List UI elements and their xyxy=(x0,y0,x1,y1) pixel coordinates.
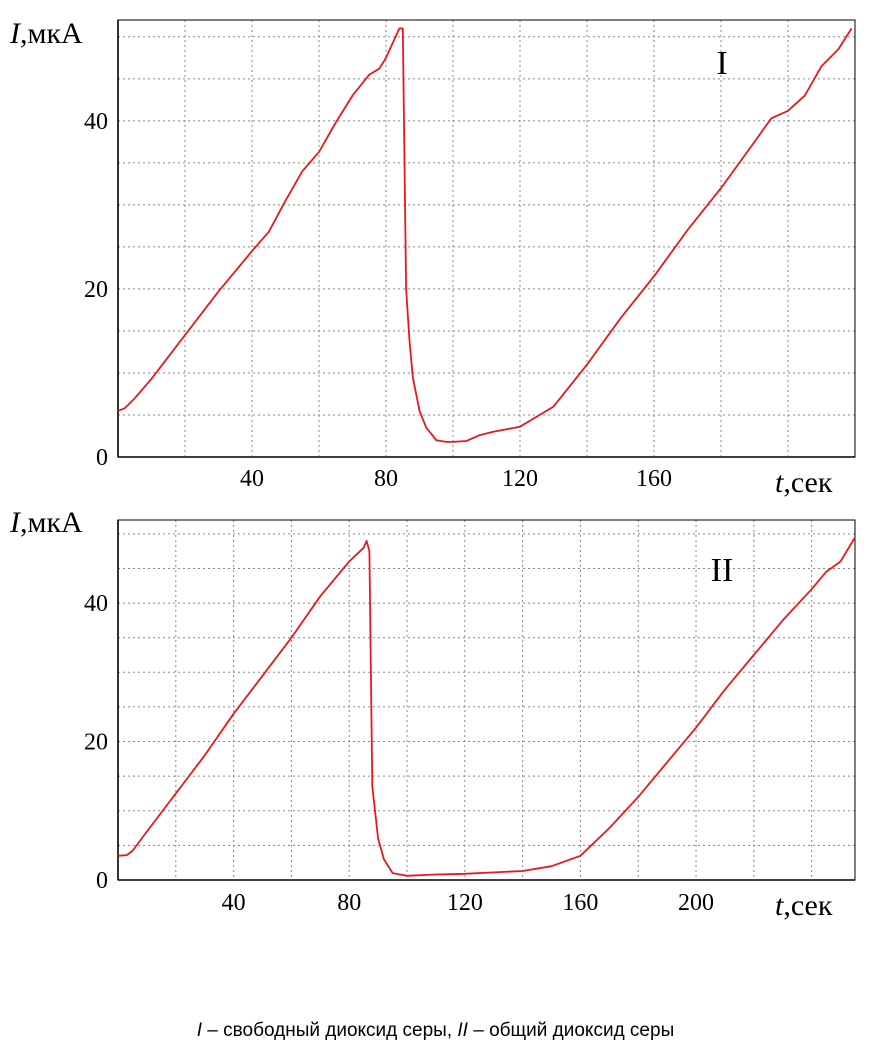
caption-symbol-1: I xyxy=(196,1020,203,1041)
caption-text-2: – общий диоксид серы xyxy=(467,1020,675,1041)
y-tick-label: 0 xyxy=(96,868,108,894)
x-axis-label: t,сек xyxy=(775,889,833,922)
y-axis-label-symbol: I xyxy=(9,506,22,539)
y-tick-label: 20 xyxy=(84,730,108,756)
y-axis-label-symbol: I xyxy=(9,17,22,50)
x-axis-label-unit: ,сек xyxy=(783,466,832,499)
x-tick-label: 80 xyxy=(374,466,398,492)
y-tick-label: 20 xyxy=(84,277,108,303)
x-axis-label-symbol: t xyxy=(775,889,784,922)
grid xyxy=(118,520,855,880)
caption-symbol-2: II xyxy=(457,1020,468,1041)
series-line xyxy=(117,536,856,877)
plot-frame xyxy=(117,519,856,881)
panel-label: II xyxy=(711,552,734,589)
grid xyxy=(118,20,855,457)
x-tick-label: 120 xyxy=(502,466,538,492)
x-tick-label: 120 xyxy=(447,890,483,916)
y-axis-label: I,мкА xyxy=(9,17,83,50)
y-tick-label: 0 xyxy=(96,445,108,471)
x-axis-label: t,сек xyxy=(775,466,833,499)
x-tick-label: 40 xyxy=(222,890,246,916)
figure-caption: I – свободный диоксид серы, II – общий д… xyxy=(0,1020,871,1042)
x-axis-label-unit: ,сек xyxy=(783,889,832,922)
y-axis-label: I,мкА xyxy=(9,506,83,539)
x-axis-label-symbol: t xyxy=(775,466,784,499)
x-tick-label: 160 xyxy=(562,890,598,916)
x-tick-label: 160 xyxy=(636,466,672,492)
caption-text-1: – свободный диоксид серы, xyxy=(202,1020,458,1041)
plot-frame xyxy=(117,19,856,458)
y-axis-label-unit: ,мкА xyxy=(20,17,83,50)
x-tick-label: 40 xyxy=(240,466,264,492)
x-tick-label: 200 xyxy=(678,890,714,916)
y-tick-label: 40 xyxy=(84,591,108,617)
x-tick-label: 80 xyxy=(337,890,361,916)
series-line xyxy=(117,27,853,443)
panel-label: I xyxy=(716,45,727,82)
y-tick-label: 40 xyxy=(84,109,108,135)
y-axis-label-unit: ,мкА xyxy=(20,506,83,539)
chart-panel-total-so2: 0 20 40 40 80 120 160 200 I,мкА t,сек II xyxy=(9,506,856,922)
